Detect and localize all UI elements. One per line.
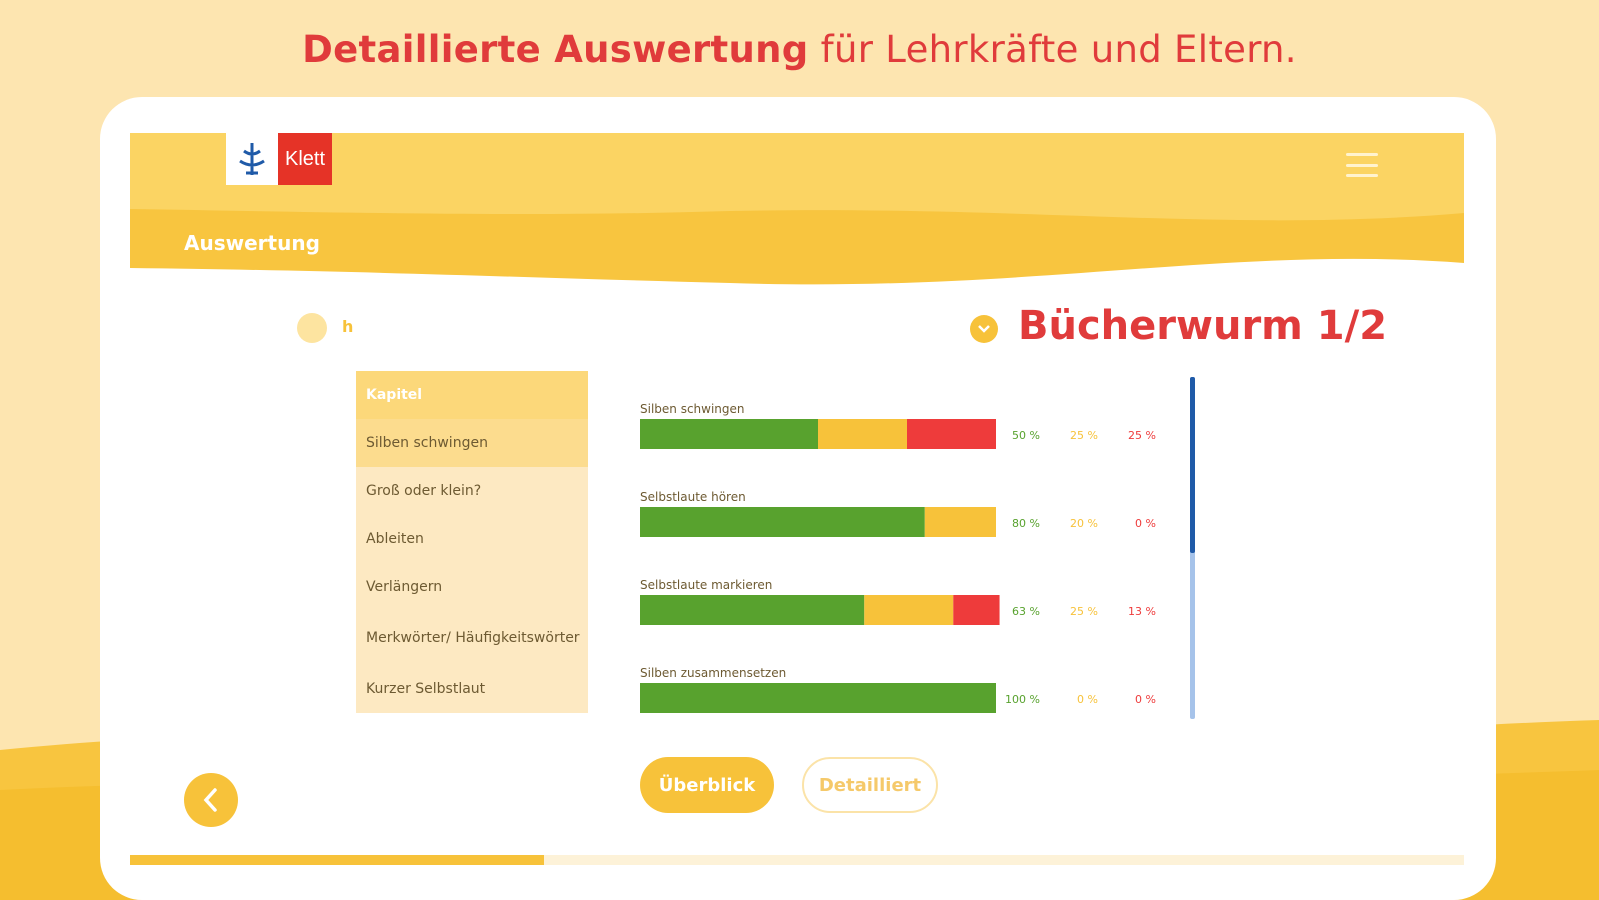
section-title: Auswertung	[184, 231, 320, 255]
menu-icon[interactable]	[1346, 153, 1378, 177]
chapter-item[interactable]: Merkwörter/ Häufigkeitswörter	[366, 630, 580, 646]
percent-label-teilweise: 25 %	[1070, 429, 1098, 442]
result-chart: Silben schwingen 50 % 25 % 25 % Selbstlaute …	[640, 402, 1156, 713]
percent-label-richtig: 80 %	[1012, 517, 1040, 530]
percent-label-richtig: 63 %	[1012, 605, 1040, 618]
bar-segment-richtig	[640, 419, 818, 449]
progress-track	[130, 855, 1464, 865]
back-button[interactable]	[184, 773, 238, 827]
percent-label-teilweise: 0 %	[1077, 693, 1098, 706]
chevron-down-icon[interactable]	[970, 315, 998, 343]
progress-fill	[130, 855, 544, 865]
bar-segment-richtig	[640, 683, 996, 713]
bar-segment-falsch	[953, 595, 1000, 625]
klett-logo: Klett	[226, 133, 332, 185]
bar-segment-falsch	[907, 419, 996, 449]
percent-label-richtig: 50 %	[1012, 429, 1040, 442]
bar-segment-teilweise	[864, 595, 954, 625]
bar-segment-teilweise	[924, 507, 996, 537]
app-screen: Klett Auswertung h Bücherwurm 1/2 Kapite…	[130, 133, 1464, 865]
category-label: Selbstlaute markieren	[640, 578, 772, 592]
user-name: h	[342, 317, 354, 336]
chart-scrollbar[interactable]	[1190, 377, 1195, 553]
bar-segment-richtig	[640, 595, 865, 625]
chapter-list: Kapitel Silben schwingen Groß oder klein…	[356, 371, 588, 713]
chapter-item[interactable]: Ableiten	[366, 531, 424, 547]
chapter-list-header: Kapitel	[356, 371, 588, 419]
user-avatar[interactable]	[297, 313, 327, 343]
tab-detailed[interactable]: Detailliert	[802, 757, 938, 813]
brand-label: Klett	[278, 133, 332, 185]
tab-overview[interactable]: Überblick	[640, 757, 774, 813]
headline-strong: Detaillierte Auswertung	[302, 28, 809, 71]
headline-rest: für Lehrkräfte und Eltern.	[808, 28, 1297, 71]
category-label: Silben schwingen	[640, 402, 745, 416]
category-label: Silben zusammensetzen	[640, 666, 786, 680]
percent-label-falsch: 13 %	[1128, 605, 1156, 618]
bar-segment-teilweise	[818, 419, 907, 449]
percent-label-teilweise: 25 %	[1070, 605, 1098, 618]
class-title[interactable]: Bücherwurm 1/2	[1018, 303, 1388, 349]
percent-label-richtig: 100 %	[1005, 693, 1040, 706]
page-headline: Detaillierte Auswertung für Lehrkräfte u…	[0, 28, 1599, 71]
chapter-item[interactable]: Silben schwingen	[356, 419, 588, 467]
chapter-item[interactable]: Groß oder klein?	[366, 483, 482, 499]
tablet-frame: Klett Auswertung h Bücherwurm 1/2 Kapite…	[100, 97, 1496, 900]
percent-label-teilweise: 20 %	[1070, 517, 1098, 530]
percent-label-falsch: 0 %	[1135, 517, 1156, 530]
percent-label-falsch: 25 %	[1128, 429, 1156, 442]
bar-segment-richtig	[640, 507, 925, 537]
percent-label-falsch: 0 %	[1135, 693, 1156, 706]
klett-mark-icon	[226, 133, 278, 185]
app-header	[130, 133, 1464, 303]
chapter-item[interactable]: Kurzer Selbstlaut	[366, 681, 486, 697]
chapter-item[interactable]: Verlängern	[366, 579, 443, 595]
chevron-left-icon	[203, 788, 217, 812]
category-label: Selbstlaute hören	[640, 490, 746, 504]
